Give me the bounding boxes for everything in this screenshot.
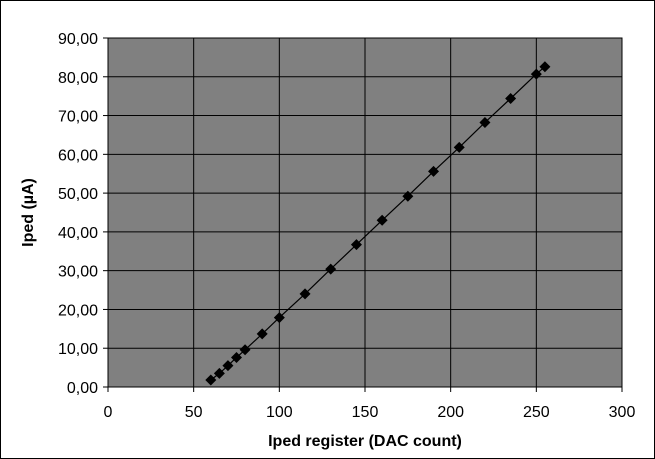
x-tick-label: 200 (437, 404, 464, 421)
data-point (479, 117, 491, 129)
data-point (350, 239, 362, 251)
data-point (231, 352, 242, 364)
data-point (299, 288, 311, 300)
tick-labels: 0,00 10,00 20,00 30,00 40,00 50,00 60,00 70,00 8… (58, 31, 635, 421)
data-point (376, 214, 388, 226)
y-tick-label: 90,00 (58, 31, 98, 48)
x-tick-label: 250 (523, 404, 550, 421)
plot-border (107, 37, 623, 388)
data-point (453, 141, 465, 153)
axes (103, 37, 623, 392)
data-point (428, 165, 440, 177)
x-tick-label: 100 (266, 404, 293, 421)
x-tick-label: 50 (185, 404, 203, 421)
data-point (222, 360, 234, 372)
x-tick-label: 300 (609, 404, 636, 421)
x-tick-label: 150 (352, 404, 379, 421)
data-point (505, 92, 517, 104)
data-point (256, 328, 268, 340)
y-tick-label: 60,00 (58, 147, 98, 164)
data-point (213, 367, 225, 379)
x-tick-label: 0 (104, 404, 113, 421)
y-tick-label: 10,00 (58, 341, 98, 358)
y-tick-label: 80,00 (58, 70, 98, 87)
x-axis-title: Iped register (DAC count) (268, 433, 462, 450)
y-tick-label: 40,00 (58, 225, 98, 242)
y-tick-label: 50,00 (58, 186, 98, 203)
data-point (402, 190, 414, 202)
data-point (205, 374, 217, 386)
y-tick-label: 0,00 (67, 380, 98, 397)
y-tick-label: 30,00 (58, 264, 98, 281)
y-tick-label: 20,00 (58, 302, 98, 319)
data-point (325, 263, 337, 275)
y-tick-label: 70,00 (58, 109, 98, 126)
data-point (539, 61, 551, 73)
data-point (273, 312, 285, 324)
y-axis-title: Iped (µA) (20, 178, 37, 247)
data-point (530, 68, 542, 80)
data-point (239, 344, 251, 356)
data-markers (205, 61, 551, 386)
